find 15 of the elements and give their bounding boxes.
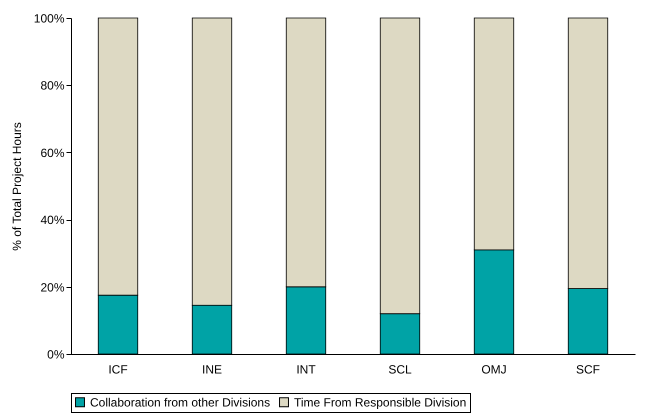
y-tick-label: 60%	[40, 146, 65, 160]
y-tick-label: 80%	[40, 78, 65, 93]
x-tick-label: SCF	[576, 362, 600, 376]
y-tick-label: 0%	[47, 348, 65, 362]
x-tick-label: INE	[202, 362, 222, 376]
x-tick-label: INT	[296, 362, 316, 376]
y-tick-label: 20%	[40, 280, 65, 294]
y-tick-label: 100%	[34, 12, 65, 26]
y-tick-label: 40%	[40, 213, 65, 228]
x-tick-label: ICF	[108, 362, 128, 376]
legend-label: Time From Responsible Division	[294, 395, 466, 410]
x-tick-label: SCL	[388, 362, 412, 376]
x-tick-label: OMJ	[481, 362, 507, 376]
y-axis-title: % of Total Project Hours	[10, 122, 24, 251]
legend-label: Collaboration from other Divisions	[90, 395, 270, 410]
